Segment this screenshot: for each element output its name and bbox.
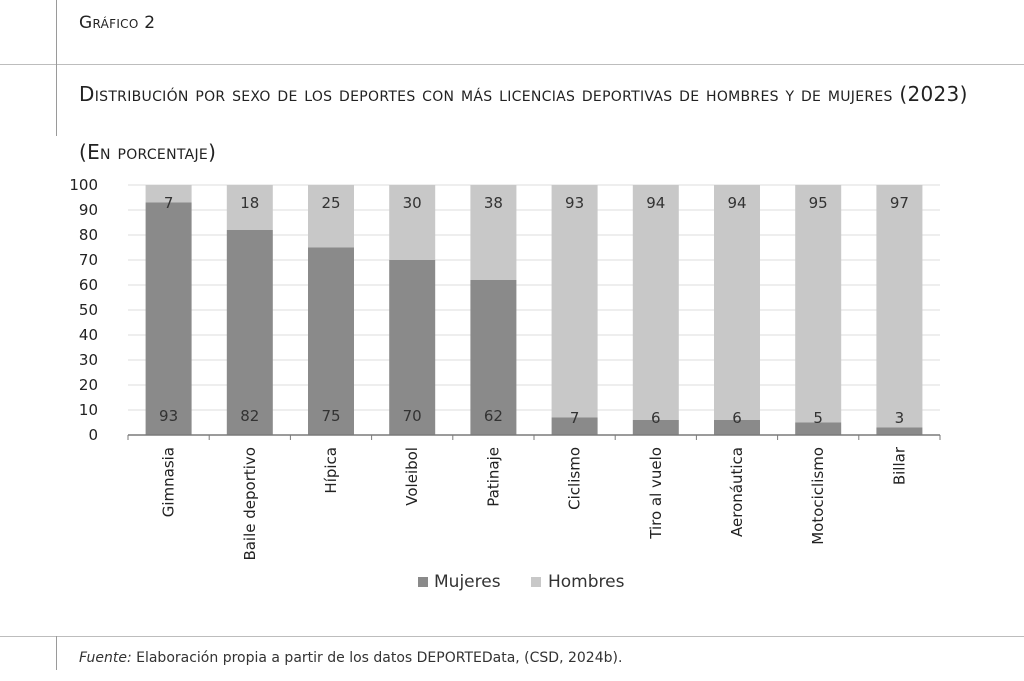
bar-mujeres (795, 422, 842, 435)
data-label-hombres: 95 (809, 194, 828, 212)
data-label-hombres: 30 (403, 194, 422, 212)
source-prefix: Fuente: (79, 650, 132, 666)
data-label-hombres: 94 (727, 194, 746, 212)
data-label-mujeres: 5 (813, 409, 823, 427)
x-category-label: Aeronáutica (728, 447, 746, 537)
data-label-hombres: 18 (240, 194, 259, 212)
y-tick-label: 100 (69, 176, 98, 194)
y-tick-label: 90 (79, 201, 98, 219)
bar-hombres (714, 185, 760, 420)
data-label-mujeres: 82 (240, 407, 259, 425)
legend-swatch-hombres (531, 577, 541, 587)
data-label-mujeres: 75 (321, 407, 340, 425)
data-label-mujeres: 93 (159, 407, 178, 425)
data-label-mujeres: 6 (651, 409, 661, 427)
data-label-hombres: 97 (890, 194, 909, 212)
x-category-label: Billar (890, 446, 908, 485)
stacked-bar-chart: 0 10 20 30 40 50 60 70 80 90 100 7 93 Gimnasia 18 82 Bai… (69, 176, 941, 592)
bar-mujeres (714, 420, 760, 435)
x-category-label: Tiro al vuelo (647, 447, 665, 540)
x-category-label: Gimnasia (160, 447, 178, 517)
data-label-mujeres: 3 (895, 409, 905, 427)
legend-swatch-mujeres (418, 577, 428, 587)
title-divider-line (56, 64, 57, 136)
y-tick-label: 50 (79, 301, 98, 319)
data-label-hombres: 38 (484, 194, 503, 212)
source-note: Fuente: Elaboración propia a partir de l… (79, 650, 622, 666)
x-category-label: Ciclismo (566, 447, 584, 510)
bar-hombres (226, 185, 273, 230)
bar-mujeres (308, 247, 354, 435)
legend-label-mujeres: Mujeres (434, 572, 501, 592)
footer-rule (0, 636, 1024, 637)
data-label-hombres: 93 (565, 194, 584, 212)
data-label-hombres: 7 (164, 194, 174, 212)
y-tick-label: 40 (79, 326, 98, 344)
bar-hombres (632, 185, 679, 420)
y-tick-label: 60 (79, 276, 98, 294)
bar-hombres (551, 185, 598, 418)
data-label-mujeres: 7 (570, 409, 580, 427)
data-label-mujeres: 6 (732, 409, 742, 427)
x-category-label: Patinaje (484, 447, 502, 507)
bar-mujeres (470, 280, 517, 435)
y-tick-label: 0 (88, 426, 98, 444)
source-text: Elaboración propia a partir de los datos… (131, 650, 623, 666)
x-category-label: Motociclismo (809, 447, 827, 545)
bar-mujeres (551, 417, 598, 435)
y-tick-label: 10 (79, 401, 98, 419)
x-category-label: Baile deportivo (241, 447, 259, 561)
bar-hombres (389, 185, 436, 260)
data-label-mujeres: 70 (403, 407, 422, 425)
bar-mujeres (876, 427, 923, 435)
top-divider-line (56, 0, 57, 64)
data-label-hombres: 94 (646, 194, 665, 212)
chart-subtitle: (En porcentaje) (79, 140, 217, 164)
y-tick-label: 20 (79, 376, 98, 394)
figure-label: Gráfico 2 (79, 13, 156, 33)
bar-mujeres (226, 230, 273, 435)
data-label-hombres: 25 (321, 194, 340, 212)
bar-hombres (145, 185, 192, 203)
bar-hombres (795, 185, 842, 423)
data-label-mujeres: 62 (484, 407, 503, 425)
y-tick-label: 30 (79, 351, 98, 369)
bar-mujeres (145, 202, 192, 435)
chart-title: Distribución por sexo de los deportes co… (79, 82, 968, 106)
bar-mujeres (389, 260, 436, 435)
bar-hombres (876, 185, 923, 428)
y-tick-label: 80 (79, 226, 98, 244)
y-tick-label: 70 (79, 251, 98, 269)
bar-mujeres (632, 420, 679, 435)
x-category-label: Voleibol (403, 447, 421, 506)
header-rule (0, 64, 1024, 65)
legend-label-hombres: Hombres (548, 572, 625, 592)
x-category-label: Hípica (322, 447, 340, 494)
footer-divider-line (56, 636, 57, 670)
bar-hombres (470, 185, 517, 280)
bar-hombres (308, 185, 354, 248)
